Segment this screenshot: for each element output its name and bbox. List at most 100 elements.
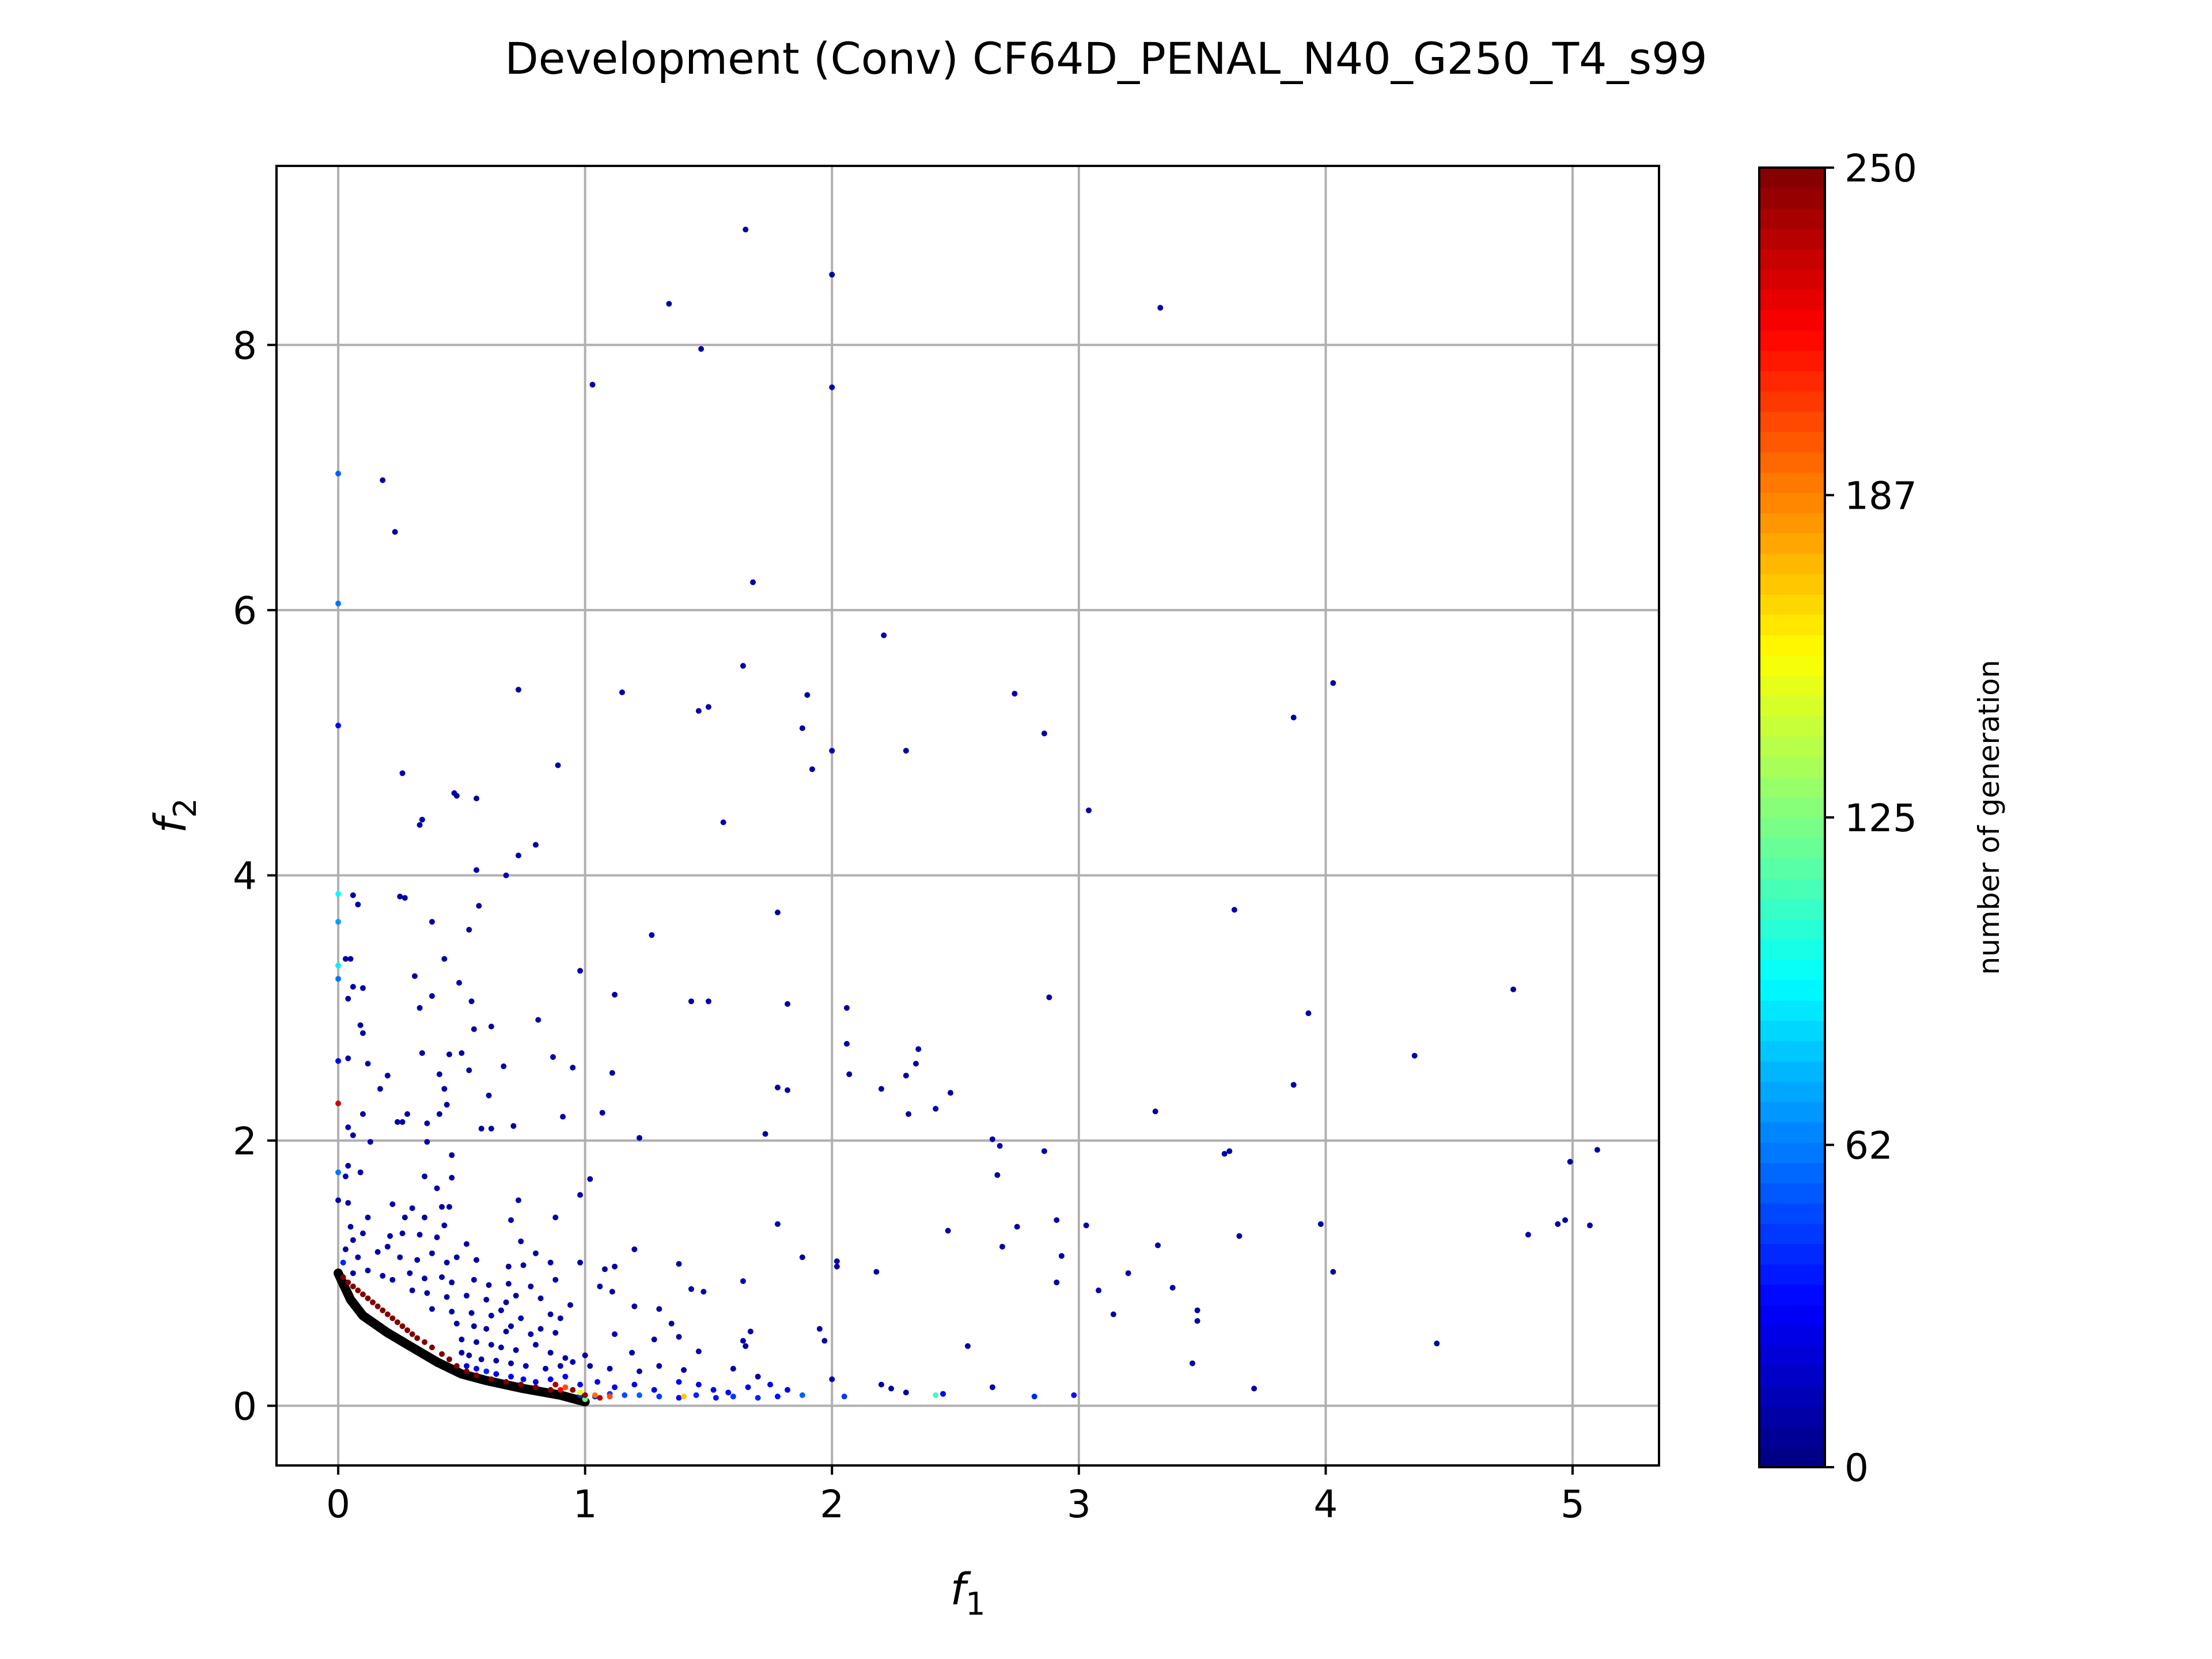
data-point <box>743 226 749 233</box>
data-point <box>384 1073 391 1079</box>
data-point <box>520 1262 527 1268</box>
data-point <box>1014 1224 1020 1230</box>
colorbar-segment <box>1759 350 1825 372</box>
data-point <box>1086 807 1092 813</box>
colorbar-segment <box>1759 168 1825 189</box>
data-point <box>343 956 349 962</box>
data-point <box>730 1393 736 1400</box>
x-axis-label: f1 <box>950 1563 985 1622</box>
data-point <box>933 1392 939 1398</box>
data-point <box>785 1087 791 1093</box>
data-point <box>543 1366 549 1372</box>
data-point <box>508 1360 514 1366</box>
y-tick-label: 8 <box>233 324 257 368</box>
data-point <box>809 766 815 772</box>
data-point <box>555 762 561 768</box>
colorbar-segment <box>1759 1061 1825 1082</box>
data-point <box>335 722 342 729</box>
data-point <box>409 1287 415 1294</box>
y-axis-label-sub: 2 <box>167 798 203 817</box>
data-point <box>767 1381 774 1388</box>
data-point <box>488 1342 494 1348</box>
colorbar-segment <box>1759 574 1825 595</box>
chart-title: Development (Conv) CF64D_PENAL_N40_G250_… <box>505 33 1707 84</box>
data-point <box>471 1277 477 1283</box>
data-point <box>478 1126 484 1132</box>
data-point <box>374 1249 381 1255</box>
data-point <box>402 1214 408 1221</box>
data-point <box>409 1205 415 1211</box>
data-point <box>488 1024 494 1029</box>
data-point <box>513 1347 519 1353</box>
data-point <box>357 1022 363 1028</box>
data-point <box>474 1339 480 1345</box>
data-point <box>1555 1221 1561 1227</box>
data-point <box>1190 1360 1195 1366</box>
data-point <box>456 980 463 986</box>
colorbar-segment <box>1759 675 1825 696</box>
y-tick-label: 6 <box>233 589 257 633</box>
colorbar-label: number of generation <box>1972 660 2006 975</box>
data-point <box>466 927 472 933</box>
data-point <box>816 1325 823 1332</box>
y-tick-label: 0 <box>233 1384 257 1429</box>
data-point <box>1096 1287 1102 1294</box>
data-point <box>414 1335 421 1341</box>
data-point <box>516 853 521 859</box>
colorbar-segment <box>1759 391 1825 412</box>
colorbar-segment <box>1759 208 1825 229</box>
colorbar-segment <box>1759 1101 1825 1123</box>
data-point <box>350 892 356 899</box>
data-point <box>476 903 482 909</box>
data-point <box>552 1330 559 1336</box>
data-point <box>597 1395 603 1401</box>
colorbar-segment <box>1759 736 1825 757</box>
data-point <box>612 991 618 998</box>
data-point <box>444 1101 450 1108</box>
data-point <box>1226 1148 1233 1154</box>
data-point <box>656 1393 662 1400</box>
data-point <box>453 793 460 799</box>
data-point <box>903 748 909 754</box>
data-point <box>1046 994 1052 1001</box>
data-point <box>414 1257 421 1263</box>
data-point <box>577 1192 584 1198</box>
data-point <box>1083 1222 1089 1229</box>
data-point <box>404 1111 411 1117</box>
data-point <box>486 1282 492 1288</box>
data-point <box>1031 1393 1037 1400</box>
data-point <box>478 1356 484 1362</box>
data-point <box>829 384 835 391</box>
data-point <box>429 919 435 925</box>
data-point <box>557 1315 563 1321</box>
data-point <box>631 1246 638 1252</box>
data-point <box>516 1197 521 1203</box>
data-point <box>785 1387 791 1393</box>
data-point <box>446 1356 452 1362</box>
data-point <box>345 1055 351 1062</box>
data-point <box>695 1349 702 1354</box>
data-point <box>656 1363 662 1369</box>
data-point <box>1231 907 1237 913</box>
data-point <box>829 271 835 278</box>
data-point <box>446 1204 452 1210</box>
data-point <box>464 1368 469 1374</box>
data-point <box>631 1303 638 1309</box>
data-point <box>933 1105 939 1112</box>
data-point <box>577 968 584 974</box>
data-point <box>380 1307 386 1313</box>
data-point <box>436 1071 442 1077</box>
data-point <box>483 1325 490 1332</box>
colorbar-segment <box>1759 1224 1825 1245</box>
data-point <box>1157 305 1164 311</box>
data-point <box>1594 1147 1600 1153</box>
data-point <box>1058 1253 1065 1259</box>
data-point <box>468 998 475 1005</box>
colorbar-tick-label: 62 <box>1844 1124 1893 1168</box>
data-point <box>453 1254 460 1260</box>
data-point <box>395 1319 400 1325</box>
colorbar-segment <box>1759 1264 1825 1285</box>
data-point <box>419 1050 425 1056</box>
colorbar-segment <box>1759 777 1825 798</box>
